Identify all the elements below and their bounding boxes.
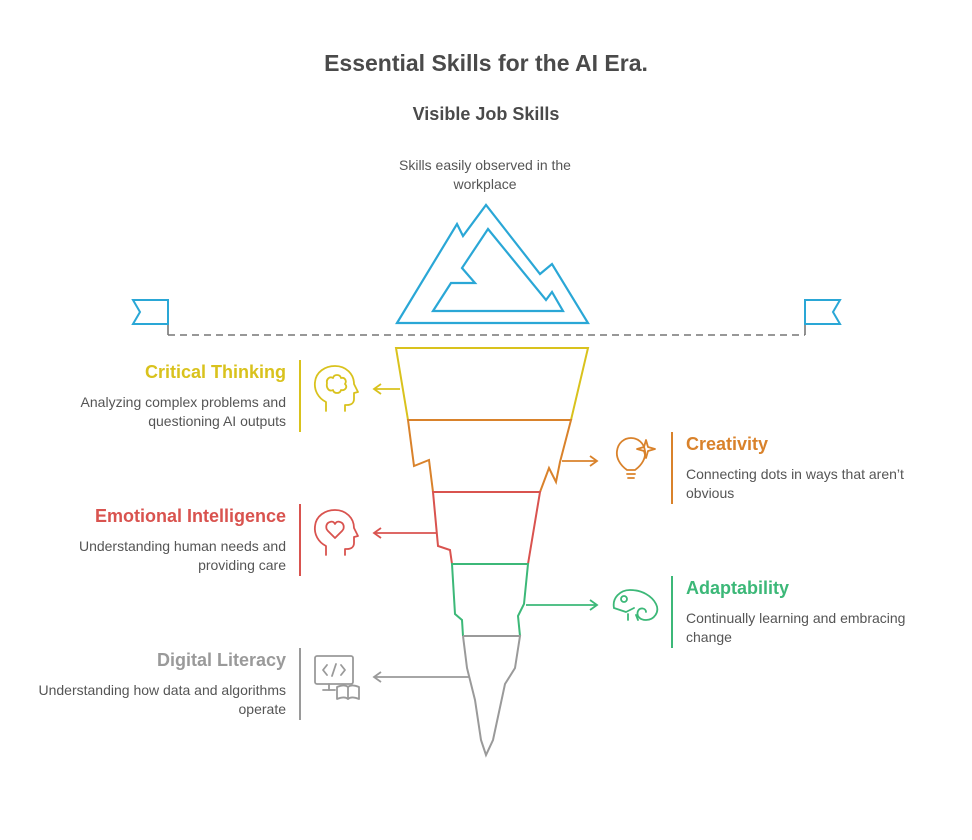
left-flag-icon [131, 299, 169, 335]
creativity-desc: Connecting dots in ways that aren’t obvi… [686, 466, 904, 501]
code-monitor-book-icon [314, 655, 360, 700]
creativity-title: Creativity [686, 434, 769, 454]
critical-thinking-desc: Analyzing complex problems and questioni… [80, 394, 286, 429]
layer-critical-thinking [394, 347, 590, 421]
arrow-emotional [372, 527, 436, 539]
head-puzzle-icon [313, 365, 359, 412]
chameleon-icon [612, 589, 659, 621]
digital-literacy-block: Digital Literacy Understanding how data … [26, 650, 287, 719]
arrow-critical [372, 383, 400, 395]
emotional-intelligence-title: Emotional Intelligence [94, 506, 286, 526]
digital-literacy-desc: Understanding how data and algorithms op… [38, 682, 287, 717]
layer-creativity [406, 419, 573, 493]
layer-adaptability [450, 563, 530, 637]
visible-skills-description: Skills easily observed in the workplace [399, 157, 571, 192]
adaptability-block: Adaptability Continually learning and em… [686, 578, 946, 647]
lightbulb-sparkle-icon [615, 437, 656, 479]
layer-emotional-intelligence [431, 491, 542, 565]
arrow-digital [372, 671, 470, 683]
head-heart-icon [313, 509, 359, 556]
creativity-block: Creativity Connecting dots in ways that … [686, 434, 946, 503]
right-flag-icon [804, 299, 842, 335]
visible-skills-heading: Visible Job Skills [412, 104, 560, 124]
page-title: Essential Skills for the AI Era. [324, 50, 648, 76]
emotional-intelligence-block: Emotional Intelligence Understanding hum… [26, 506, 286, 575]
arrow-creativity [562, 455, 599, 467]
emotional-intelligence-desc: Understanding human needs and providing … [78, 538, 286, 573]
digital-literacy-title: Digital Literacy [156, 650, 286, 670]
layer-digital-literacy [462, 635, 522, 758]
adaptability-desc: Continually learning and embracing chang… [686, 610, 906, 645]
iceberg-tip-icon [395, 203, 590, 325]
critical-thinking-title: Critical Thinking [144, 362, 286, 382]
critical-thinking-block: Critical Thinking Analyzing complex prob… [26, 362, 286, 431]
adaptability-title: Adaptability [686, 578, 790, 598]
arrow-adaptability [526, 599, 599, 611]
